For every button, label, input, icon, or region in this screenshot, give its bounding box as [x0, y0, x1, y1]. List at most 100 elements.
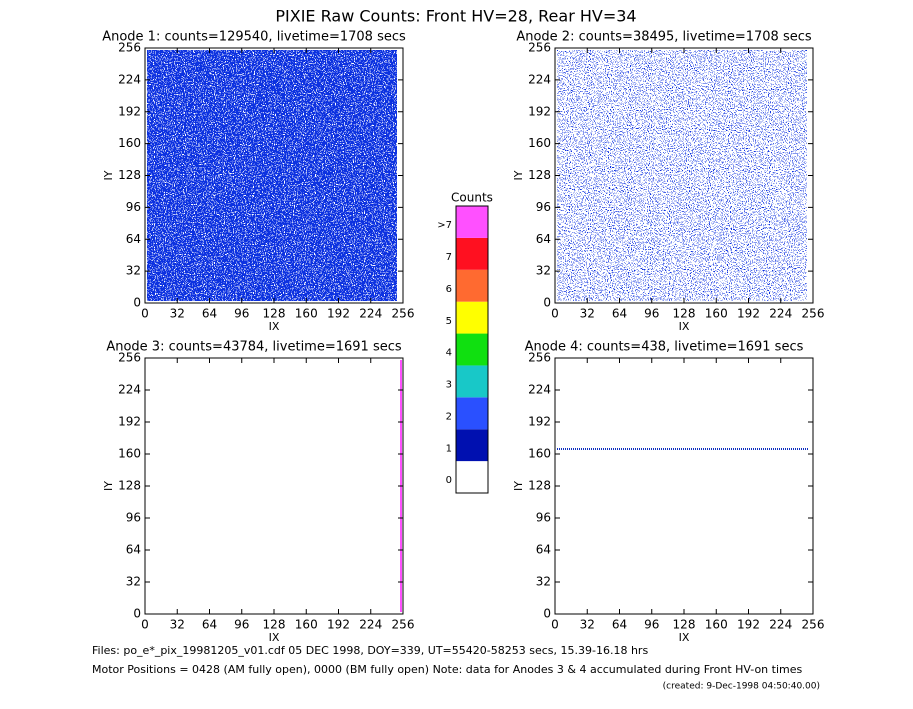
x-tick-label: 192 — [327, 307, 350, 321]
colorbar-label: 7 — [446, 252, 452, 263]
x-tick-label: 192 — [737, 618, 760, 632]
colorbar-cell — [456, 301, 488, 334]
y-tick-label: 128 — [528, 168, 551, 182]
figure-title: PIXIE Raw Counts: Front HV=28, Rear HV=3… — [275, 7, 636, 26]
x-tick-label: 256 — [802, 307, 825, 321]
panel-title: Anode 1: counts=129540, livetime=1708 se… — [102, 30, 406, 45]
x-tick-label: 128 — [263, 618, 286, 632]
x-tick-label: 224 — [359, 618, 382, 632]
y-tick-label: 160 — [118, 136, 141, 150]
x-tick-label: 128 — [673, 618, 696, 632]
x-tick-label: 96 — [234, 307, 249, 321]
colorbar-title: Counts — [451, 191, 493, 205]
plot-frame — [144, 357, 404, 615]
colorbar-label: 5 — [446, 316, 452, 327]
colorbar-cell — [456, 365, 488, 398]
x-tick-label: 224 — [769, 307, 792, 321]
colorbar-cell — [456, 269, 488, 302]
colorbar-cell — [456, 397, 488, 430]
y-tick-label: 256 — [528, 41, 551, 55]
y-axis-label: IY — [512, 481, 525, 491]
y-tick-label: 0 — [543, 607, 551, 621]
y-tick-label: 96 — [536, 511, 551, 525]
panel-title: Anode 2: counts=38495, livetime=1708 sec… — [516, 30, 812, 45]
panel-title: Anode 3: counts=43784, livetime=1691 sec… — [106, 340, 402, 355]
x-tick-label: 96 — [644, 307, 659, 321]
y-tick-label: 32 — [536, 575, 551, 589]
colorbar-cell — [456, 237, 488, 270]
colorbar-cell — [456, 461, 488, 493]
colorbar-label: 0 — [446, 475, 452, 486]
x-tick-label: 64 — [612, 307, 627, 321]
x-tick-label: 256 — [392, 618, 415, 632]
x-tick-label: 96 — [234, 618, 249, 632]
footer-motor: Motor Positions = 0428 (AM fully open), … — [92, 663, 802, 676]
y-tick-label: 0 — [133, 607, 141, 621]
x-tick-label: 32 — [170, 618, 185, 632]
x-tick-label: 224 — [769, 618, 792, 632]
y-tick-label: 192 — [528, 415, 551, 429]
y-tick-label: 160 — [528, 447, 551, 461]
x-tick-label: 256 — [802, 618, 825, 632]
y-tick-label: 192 — [118, 104, 141, 118]
x-axis-label: IX — [269, 631, 280, 644]
colorbar-cell — [456, 206, 488, 238]
footer-files: Files: po_e*_pix_19981205_v01.cdf 05 DEC… — [92, 644, 648, 657]
y-tick-label: 128 — [118, 479, 141, 493]
y-tick-label: 32 — [126, 264, 141, 278]
colorbar-cell — [456, 429, 488, 462]
y-tick-label: 0 — [133, 296, 141, 310]
x-axis-label: IX — [269, 320, 280, 333]
y-tick-label: 32 — [536, 264, 551, 278]
colorbar-frame — [455, 205, 489, 494]
y-tick-label: 224 — [118, 383, 141, 397]
y-axis-label: IY — [102, 170, 115, 180]
y-tick-label: 128 — [118, 168, 141, 182]
x-tick-label: 32 — [170, 307, 185, 321]
y-tick-label: 64 — [536, 543, 551, 557]
x-tick-label: 160 — [295, 307, 318, 321]
y-tick-label: 256 — [118, 351, 141, 365]
x-tick-label: 32 — [580, 618, 595, 632]
plot-frame — [554, 357, 814, 615]
panel-title: Anode 4: counts=438, livetime=1691 secs — [525, 340, 804, 355]
y-tick-label: 128 — [528, 479, 551, 493]
y-tick-label: 192 — [528, 104, 551, 118]
heatmap-image — [147, 50, 397, 301]
colorbar-label: 3 — [446, 380, 452, 391]
y-tick-label: 256 — [118, 41, 141, 55]
x-tick-label: 224 — [359, 307, 382, 321]
x-tick-label: 160 — [705, 307, 728, 321]
footer-created: (created: 9-Dec-1998 04:50:40.00) — [663, 682, 820, 692]
y-tick-label: 160 — [118, 447, 141, 461]
x-tick-label: 0 — [141, 618, 149, 632]
x-tick-label: 0 — [551, 307, 559, 321]
x-axis-label: IX — [679, 320, 690, 333]
x-tick-label: 192 — [327, 618, 350, 632]
colorbar-label: >7 — [437, 220, 452, 231]
x-tick-label: 96 — [644, 618, 659, 632]
y-tick-label: 224 — [118, 72, 141, 86]
y-tick-label: 192 — [118, 415, 141, 429]
y-tick-label: 64 — [126, 543, 141, 557]
x-tick-label: 64 — [202, 618, 217, 632]
x-tick-label: 128 — [263, 307, 286, 321]
x-tick-label: 160 — [705, 618, 728, 632]
y-tick-label: 0 — [543, 296, 551, 310]
heatmap-image — [557, 50, 807, 301]
colorbar-label: 4 — [446, 348, 452, 359]
y-tick-label: 96 — [126, 200, 141, 214]
x-tick-label: 64 — [202, 307, 217, 321]
x-tick-label: 32 — [580, 307, 595, 321]
y-axis-label: IY — [102, 481, 115, 491]
colorbar-label: 6 — [446, 284, 452, 295]
x-tick-label: 192 — [737, 307, 760, 321]
y-tick-label: 224 — [528, 72, 551, 86]
y-tick-label: 96 — [536, 200, 551, 214]
x-tick-label: 128 — [673, 307, 696, 321]
colorbar-cell — [456, 333, 488, 366]
y-tick-label: 64 — [126, 232, 141, 246]
x-tick-label: 0 — [141, 307, 149, 321]
y-tick-label: 256 — [528, 351, 551, 365]
